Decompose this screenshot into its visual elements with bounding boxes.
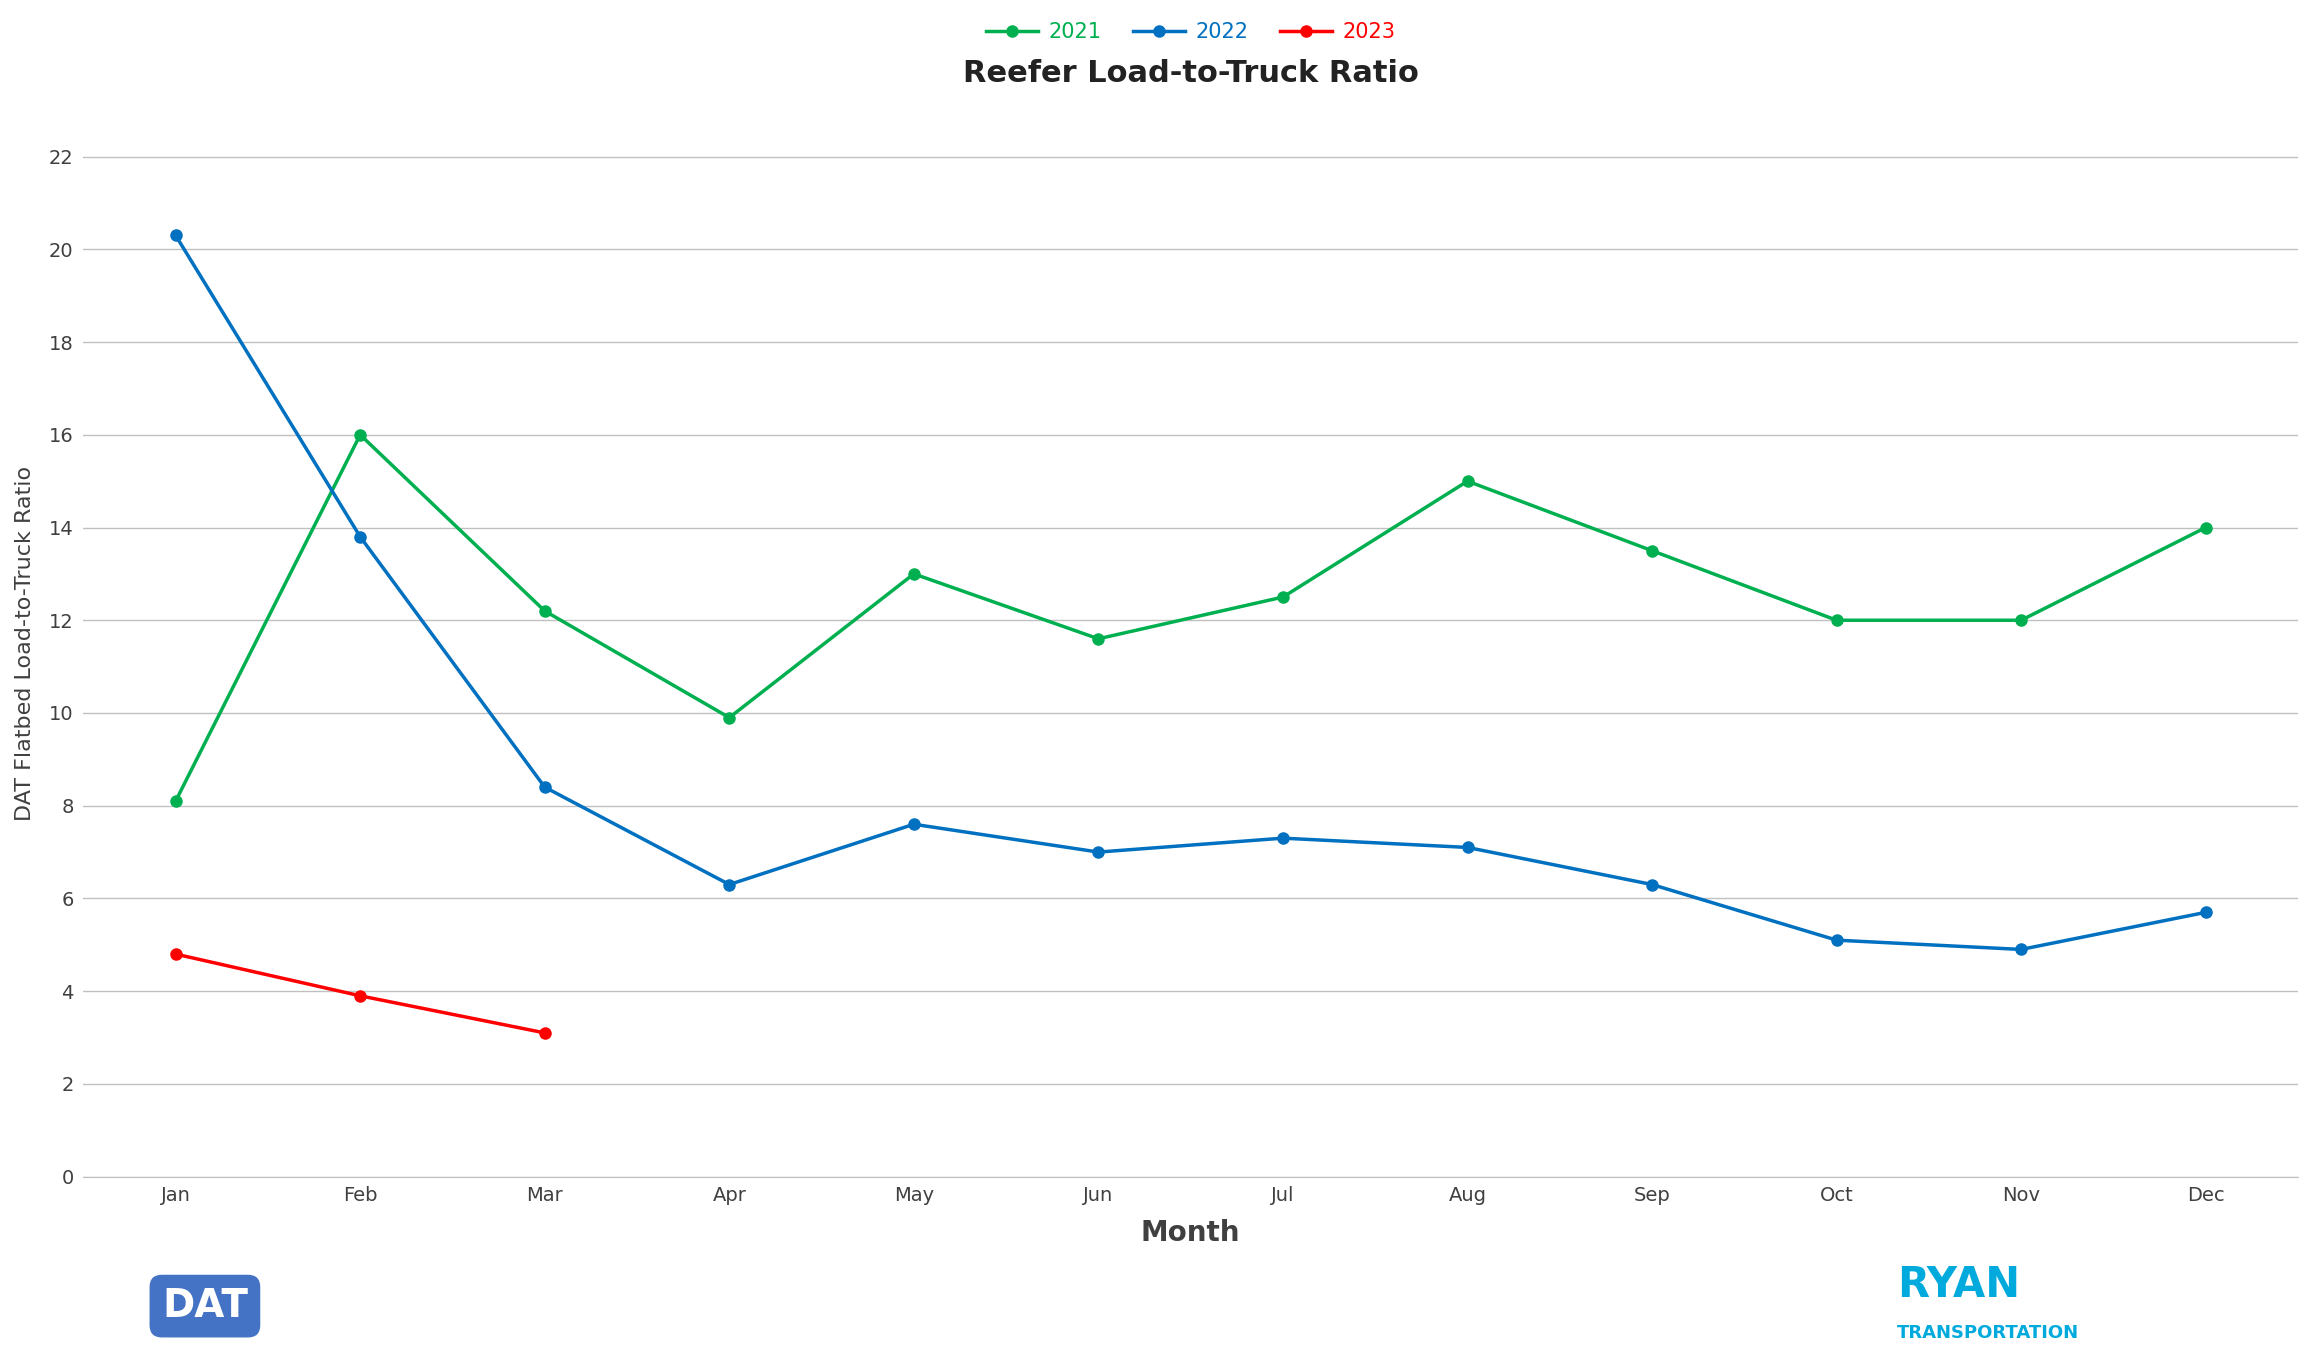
2021 xyxy=(2193,519,2220,535)
2022 xyxy=(715,877,742,893)
2022 xyxy=(162,228,190,244)
2022 xyxy=(1823,932,1850,948)
Line: 2022: 2022 xyxy=(171,230,2211,955)
Line: 2021: 2021 xyxy=(171,429,2211,807)
2022 xyxy=(1085,844,1113,860)
2022 xyxy=(1270,830,1298,847)
2022 xyxy=(2193,904,2220,921)
2021 xyxy=(162,793,190,809)
2021 xyxy=(715,709,742,726)
Title: Reefer Load-to-Truck Ratio: Reefer Load-to-Truck Ratio xyxy=(962,59,1418,88)
2021 xyxy=(532,602,560,619)
2023 xyxy=(532,1025,560,1041)
2021 xyxy=(1085,631,1113,648)
2021 xyxy=(1453,473,1480,490)
2022 xyxy=(532,779,560,796)
2021 xyxy=(2008,612,2035,628)
2021 xyxy=(900,565,928,582)
2022 xyxy=(1453,840,1480,856)
Legend: 2021, 2022, 2023: 2021, 2022, 2023 xyxy=(978,14,1404,51)
X-axis label: Month: Month xyxy=(1140,1220,1240,1247)
2021 xyxy=(347,427,375,443)
2023 xyxy=(162,945,190,962)
2023 xyxy=(347,988,375,1004)
Text: DAT: DAT xyxy=(162,1287,247,1325)
Y-axis label: DAT Flatbed Load-to-Truck Ratio: DAT Flatbed Load-to-Truck Ratio xyxy=(14,466,35,820)
2022 xyxy=(347,528,375,545)
2022 xyxy=(2008,941,2035,958)
Text: RYAN: RYAN xyxy=(1897,1264,2019,1306)
2022 xyxy=(1638,877,1665,893)
2021 xyxy=(1638,542,1665,558)
Text: TRANSPORTATION: TRANSPORTATION xyxy=(1897,1324,2079,1342)
2021 xyxy=(1270,589,1298,605)
2021 xyxy=(1823,612,1850,628)
2022 xyxy=(900,816,928,833)
Line: 2023: 2023 xyxy=(171,948,550,1039)
